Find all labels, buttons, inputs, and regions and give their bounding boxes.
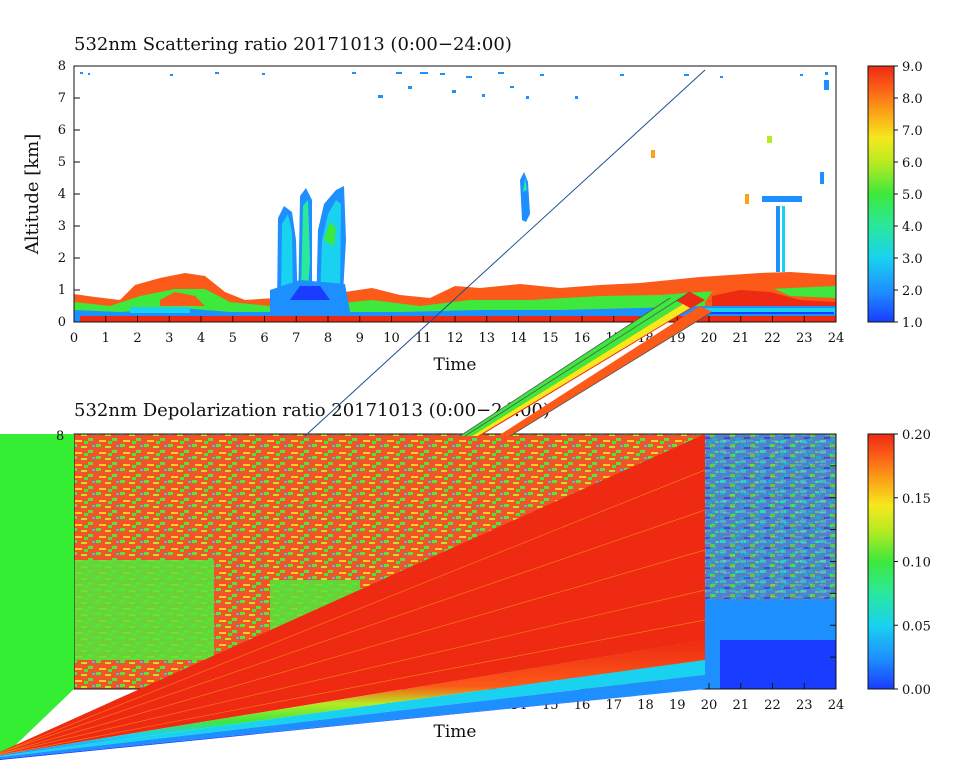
x-tick-label: 2 [133, 331, 141, 346]
x-tick-label: 16 [574, 331, 591, 346]
y-tick-label: 8 [56, 429, 64, 444]
x-tick-label: 21 [732, 331, 749, 346]
y-tick-label: 6 [58, 123, 66, 138]
y-tick-label: 8 [58, 59, 66, 74]
colorbar [867, 433, 895, 690]
x-axis-label: Time [434, 355, 477, 375]
colorbar-tick-label: 7.0 [902, 124, 923, 139]
x-tick-label: 21 [732, 698, 749, 713]
colorbar [867, 65, 895, 323]
green-fill-artifact [0, 434, 74, 760]
y-tick-label: 2 [58, 251, 66, 266]
colorbar-tick-label: 0.05 [902, 619, 931, 634]
x-tick-label: 14 [510, 331, 527, 346]
colorbar-tick-label: 8.0 [902, 92, 923, 107]
x-tick-label: 11 [415, 331, 432, 346]
x-tick-label: 24 [828, 698, 845, 713]
colorbar-tick-label: 0.00 [902, 683, 931, 698]
x-tick-label: 10 [383, 331, 400, 346]
x-tick-label: 1 [102, 331, 110, 346]
colorbar-tick-label: 5.0 [902, 188, 923, 203]
render-artifact-overlay: 8 [0, 69, 713, 760]
x-tick-label: 20 [701, 331, 718, 346]
chart-title: 532nm Scattering ratio 20171013 (0:00−24… [74, 34, 512, 55]
y-tick-label: 7 [58, 91, 66, 106]
x-tick-label: 20 [701, 698, 718, 713]
x-tick-label: 6 [260, 331, 268, 346]
x-tick-label: 18 [637, 698, 654, 713]
x-tick-label: 22 [764, 698, 781, 713]
y-tick-label: 1 [58, 283, 66, 298]
x-tick-label: 15 [542, 331, 559, 346]
cloud-patch [520, 172, 530, 222]
x-tick-label: 4 [197, 331, 205, 346]
colorbar-tick-label: 6.0 [902, 156, 923, 171]
colorbar-tick-label: 0.20 [902, 428, 931, 443]
x-tick-label: 24 [828, 331, 845, 346]
cloud-columns [270, 186, 350, 312]
x-tick-label: 7 [292, 331, 300, 346]
colorbar-tick-label: 9.0 [902, 60, 923, 75]
colorbar-tick-label: 0.15 [902, 492, 931, 507]
x-tick-label: 23 [796, 331, 813, 346]
colorbar-tick-label: 4.0 [902, 220, 923, 235]
x-tick-label: 12 [447, 331, 464, 346]
scattering-ratio-panel: 532nm Scattering ratio 20171013 (0:00−24… [22, 34, 923, 375]
chart-title: 532nm Depolarization ratio 20171013 (0:0… [74, 400, 550, 421]
x-tick-label: 9 [356, 331, 364, 346]
x-tick-label: 23 [796, 698, 813, 713]
x-tick-label: 13 [478, 331, 495, 346]
diagonal-line-artifact [304, 69, 706, 437]
colorbar-tick-label: 3.0 [902, 252, 923, 267]
x-tick-label: 22 [764, 331, 781, 346]
high-altitude-specks [80, 72, 828, 99]
red-fan-artifact [0, 434, 705, 755]
x-tick-label: 3 [165, 331, 173, 346]
x-axis-label: Time [434, 722, 477, 742]
colorbar-tick-label: 1.0 [902, 316, 923, 331]
y-tick-label: 4 [58, 187, 66, 202]
y-axis-label: Altitude [km] [22, 134, 43, 256]
y-tick-label: 0 [58, 315, 66, 330]
x-tick-label: 0 [70, 331, 78, 346]
x-tick-label: 5 [229, 331, 237, 346]
striped-band-artifact [459, 291, 713, 437]
colorbar-tick-label: 2.0 [902, 284, 923, 299]
x-tick-label: 8 [324, 331, 332, 346]
y-tick-label: 5 [58, 155, 66, 170]
x-tick-label: 19 [669, 698, 686, 713]
scattering-ratio-plot-area [74, 66, 836, 322]
x-tick-label: 17 [605, 698, 622, 713]
y-tick-label: 3 [58, 219, 66, 234]
colorbar-tick-label: 0.10 [902, 556, 931, 571]
